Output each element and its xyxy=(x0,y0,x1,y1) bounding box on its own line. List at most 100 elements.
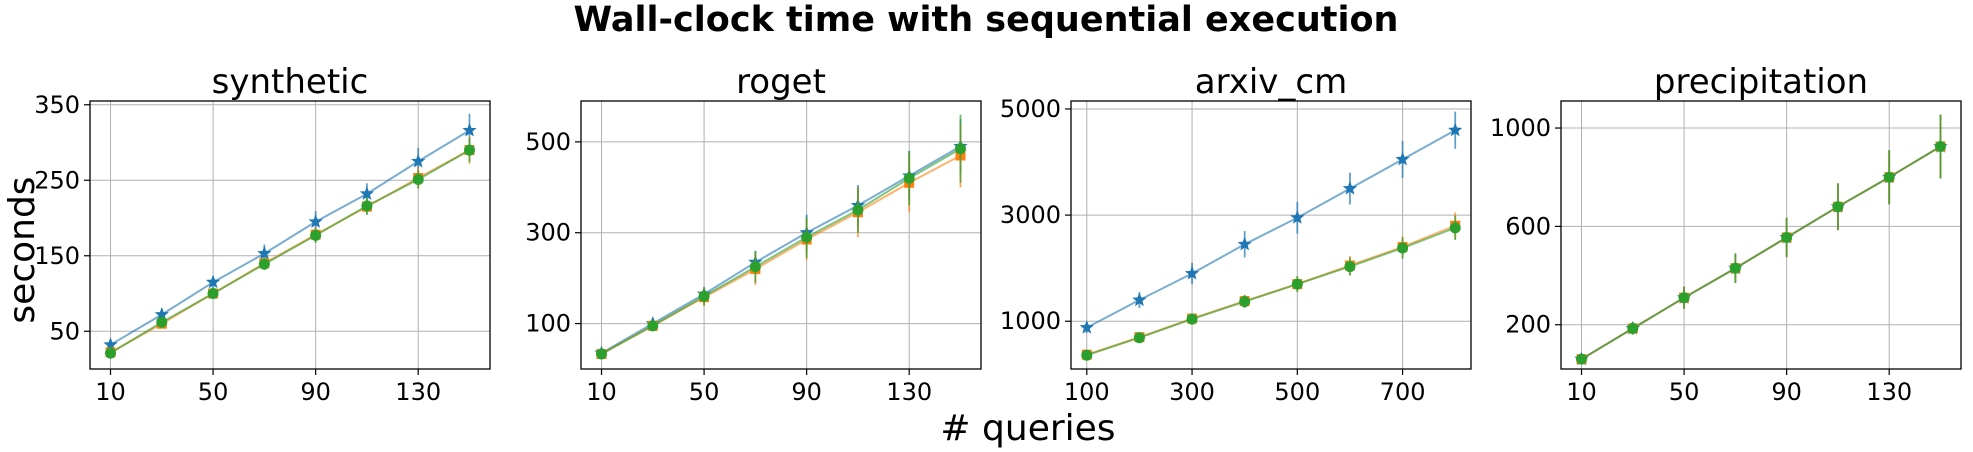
data-point xyxy=(1678,292,1690,304)
plot-frame xyxy=(1070,100,1472,370)
x-tick-label: 130 xyxy=(395,378,441,406)
series-line xyxy=(601,145,961,354)
y-tick-label: 350 xyxy=(34,91,80,119)
plot-frame xyxy=(1560,100,1962,370)
data-point xyxy=(1079,320,1094,334)
data-point xyxy=(412,174,424,186)
panel-title: arxiv_cm xyxy=(1195,62,1347,102)
data-point xyxy=(258,258,270,270)
panel-3: 100 300 500 700 1000 3000 5000 arxiv_cm xyxy=(1000,62,1472,406)
data-point xyxy=(103,337,118,351)
panel-2: 10 50 90 130 100 300 500 roget xyxy=(525,62,982,406)
y-tick-label: 3000 xyxy=(1000,201,1061,229)
y-tick-label: 600 xyxy=(1505,212,1551,240)
figure-xlabel: # queries xyxy=(940,408,1115,449)
data-point xyxy=(1729,262,1741,274)
data-point xyxy=(1883,171,1895,183)
y-tick-label: 1000 xyxy=(1490,114,1551,142)
x-tick-label: 90 xyxy=(300,378,331,406)
x-tick-label: 700 xyxy=(1380,378,1426,406)
x-tick-label: 500 xyxy=(1274,378,1320,406)
data-point xyxy=(154,307,169,321)
x-tick-label: 50 xyxy=(198,378,229,406)
panel-1: 10 50 90 130 50 150 250 350 synthetic xyxy=(34,62,491,406)
data-point xyxy=(308,214,323,228)
series-line xyxy=(109,129,471,346)
x-tick-label: 90 xyxy=(1771,378,1802,406)
series-line xyxy=(109,149,470,354)
figure-ylabel: seconds xyxy=(2,176,43,323)
series-3 xyxy=(596,114,966,360)
series-line xyxy=(1086,129,1456,329)
series-3 xyxy=(105,137,475,359)
panel-title: roget xyxy=(736,62,826,102)
x-tick-label: 10 xyxy=(586,378,617,406)
series-line xyxy=(1580,145,1942,361)
data-point xyxy=(596,348,608,360)
x-tick-label: 50 xyxy=(1669,378,1700,406)
data-point xyxy=(1186,313,1198,325)
plot-frame xyxy=(89,100,491,370)
data-point xyxy=(1081,349,1093,361)
y-tick-label: 50 xyxy=(49,317,80,345)
data-point xyxy=(205,274,221,289)
data-point xyxy=(463,144,475,156)
data-point xyxy=(1627,322,1639,334)
data-point xyxy=(207,288,219,300)
data-point xyxy=(1237,236,1252,251)
data-point xyxy=(310,229,322,241)
x-tick-label: 130 xyxy=(1866,378,1912,406)
series-line xyxy=(601,147,961,355)
data-point xyxy=(1184,266,1200,280)
y-tick-label: 5000 xyxy=(1000,95,1061,123)
data-point xyxy=(852,204,864,216)
series-3 xyxy=(1081,215,1461,361)
x-tick-label: 300 xyxy=(1169,378,1215,406)
y-tick-label: 300 xyxy=(525,219,571,247)
figure-title: Wall-clock time with sequential executio… xyxy=(574,0,1399,40)
x-tick-label: 50 xyxy=(689,378,720,406)
data-point xyxy=(1395,151,1410,166)
y-tick-label: 1000 xyxy=(1000,307,1061,335)
x-tick-label: 100 xyxy=(1064,378,1110,406)
y-tick-label: 100 xyxy=(525,310,571,338)
data-point xyxy=(1449,222,1461,234)
series-1 xyxy=(1079,111,1463,334)
data-point xyxy=(1133,332,1145,344)
plot-frame xyxy=(580,100,982,370)
data-point xyxy=(1576,353,1588,365)
data-point xyxy=(903,172,915,184)
series-3 xyxy=(1576,114,1946,365)
data-point xyxy=(647,320,659,332)
data-point xyxy=(698,290,710,302)
x-tick-label: 90 xyxy=(791,378,822,406)
data-point xyxy=(1132,292,1147,307)
x-tick-label: 130 xyxy=(886,378,932,406)
data-point xyxy=(954,143,966,155)
data-point xyxy=(361,200,373,212)
x-tick-label: 10 xyxy=(1566,378,1597,406)
data-point xyxy=(749,261,761,273)
data-point xyxy=(801,231,813,243)
data-point xyxy=(1934,140,1946,152)
y-tick-label: 200 xyxy=(1505,311,1551,339)
data-point xyxy=(411,153,426,168)
data-point xyxy=(1344,261,1356,273)
data-point xyxy=(462,122,477,137)
x-tick-label: 10 xyxy=(95,378,126,406)
panel-title: synthetic xyxy=(212,62,369,102)
data-point xyxy=(105,347,117,359)
series-1 xyxy=(103,113,477,351)
y-tick-label: 250 xyxy=(34,166,80,194)
data-point xyxy=(1448,122,1463,137)
data-point xyxy=(1397,242,1409,254)
data-point xyxy=(257,246,272,260)
panel-4: 10 50 90 130 200 600 1000 precipitation xyxy=(1490,62,1962,406)
y-tick-label: 500 xyxy=(525,128,571,156)
data-point xyxy=(1342,181,1358,195)
data-point xyxy=(1239,296,1251,308)
data-point xyxy=(1832,201,1844,213)
data-point xyxy=(1290,210,1305,224)
